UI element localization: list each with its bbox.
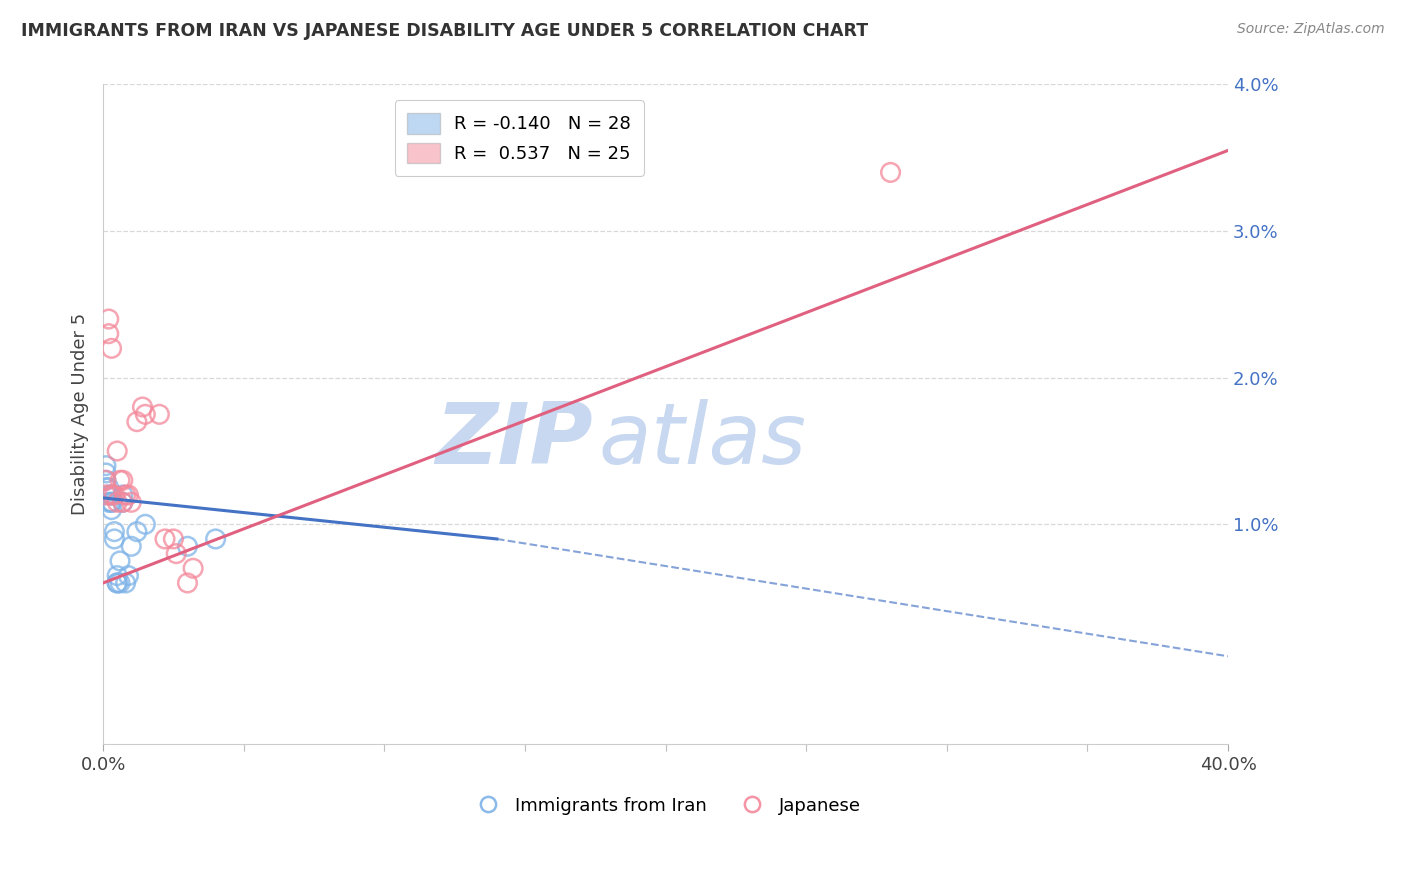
Text: Source: ZipAtlas.com: Source: ZipAtlas.com xyxy=(1237,22,1385,37)
Point xyxy=(117,488,139,502)
Point xyxy=(105,576,128,591)
Point xyxy=(100,495,122,509)
Point xyxy=(148,408,170,422)
Point xyxy=(100,488,122,502)
Point xyxy=(114,488,136,502)
Point xyxy=(117,568,139,582)
Point xyxy=(94,466,117,480)
Point xyxy=(94,473,117,487)
Point xyxy=(131,400,153,414)
Point xyxy=(134,517,156,532)
Point xyxy=(100,502,122,516)
Point xyxy=(204,532,226,546)
Point xyxy=(97,326,120,341)
Point xyxy=(111,473,134,487)
Point xyxy=(94,458,117,473)
Point xyxy=(100,342,122,356)
Point xyxy=(103,488,125,502)
Point xyxy=(153,532,176,546)
Point xyxy=(94,481,117,495)
Y-axis label: Disability Age Under 5: Disability Age Under 5 xyxy=(72,313,89,516)
Point xyxy=(162,532,184,546)
Legend: Immigrants from Iran, Japanese: Immigrants from Iran, Japanese xyxy=(463,789,869,822)
Point xyxy=(125,415,148,429)
Point xyxy=(111,495,134,509)
Point xyxy=(97,488,120,502)
Point xyxy=(100,488,122,502)
Point xyxy=(120,539,142,553)
Point xyxy=(108,473,131,487)
Point xyxy=(105,495,128,509)
Point xyxy=(94,473,117,487)
Point xyxy=(114,576,136,591)
Point xyxy=(97,312,120,326)
Point xyxy=(176,576,198,591)
Point xyxy=(111,495,134,509)
Text: IMMIGRANTS FROM IRAN VS JAPANESE DISABILITY AGE UNDER 5 CORRELATION CHART: IMMIGRANTS FROM IRAN VS JAPANESE DISABIL… xyxy=(21,22,869,40)
Point xyxy=(176,539,198,553)
Point xyxy=(103,532,125,546)
Point xyxy=(879,165,901,179)
Text: atlas: atlas xyxy=(598,400,806,483)
Text: ZIP: ZIP xyxy=(434,400,592,483)
Point xyxy=(120,495,142,509)
Point xyxy=(111,488,134,502)
Point xyxy=(108,576,131,591)
Point xyxy=(134,408,156,422)
Point xyxy=(100,488,122,502)
Point xyxy=(125,524,148,539)
Point xyxy=(108,554,131,568)
Point xyxy=(105,444,128,458)
Point xyxy=(181,561,204,575)
Point xyxy=(94,488,117,502)
Point xyxy=(97,495,120,509)
Point xyxy=(105,568,128,582)
Point xyxy=(103,524,125,539)
Point xyxy=(105,576,128,591)
Point xyxy=(97,481,120,495)
Point xyxy=(165,547,187,561)
Point xyxy=(100,495,122,509)
